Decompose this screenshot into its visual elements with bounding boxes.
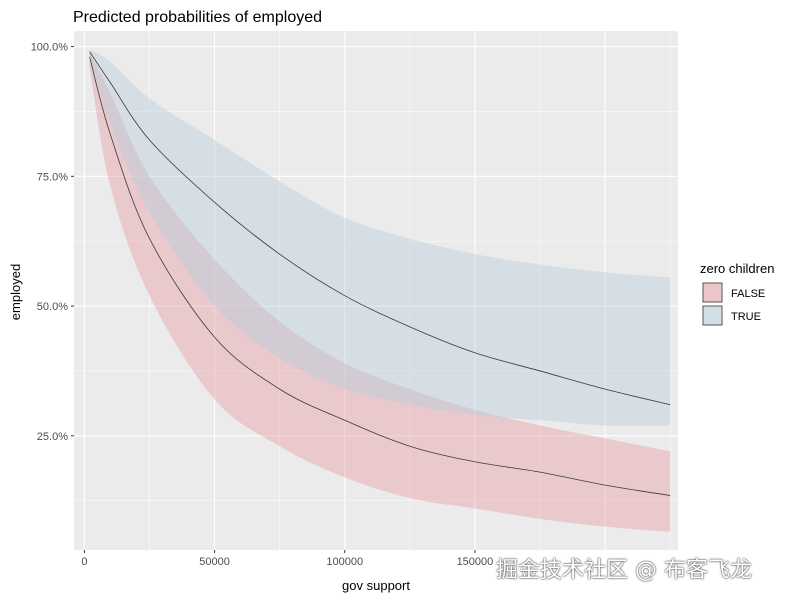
confidence-ribbons (89, 49, 671, 532)
line-false (89, 56, 671, 496)
chart-title: Predicted probabilities of employed (73, 9, 322, 26)
y-axis: 25.0% 50.0% 75.0% 100.0% (31, 42, 74, 443)
watermark: 掘金技术社区 @ 布客飞龙 (496, 558, 752, 583)
y-tick-label: 50.0% (37, 301, 68, 313)
ribbon-true (89, 49, 671, 426)
series-lines (89, 51, 671, 496)
y-axis-title: employed (8, 264, 23, 320)
line-true (89, 51, 671, 406)
x-tick-label: 100000 (326, 556, 363, 568)
legend: zero children FALSE TRUE (700, 261, 774, 326)
y-tick-label: 75.0% (37, 171, 68, 183)
plot-panel (74, 31, 678, 550)
y-tick-label: 25.0% (37, 431, 68, 443)
x-tick-label: 50000 (199, 556, 230, 568)
legend-key-false (702, 282, 723, 303)
grid-lines (74, 31, 678, 550)
x-tick-label: 150000 (457, 556, 494, 568)
legend-key-true (702, 305, 723, 326)
ribbon-false (89, 51, 671, 532)
legend-label-false: FALSE (731, 288, 765, 300)
legend-label-true: TRUE (731, 311, 761, 323)
y-tick-label: 100.0% (31, 42, 69, 54)
x-axis-title: gov support (342, 578, 410, 593)
x-tick-label: 0 (81, 556, 87, 568)
x-axis: 0 50000 100000 150000 (81, 550, 493, 568)
legend-title: zero children (700, 261, 774, 276)
